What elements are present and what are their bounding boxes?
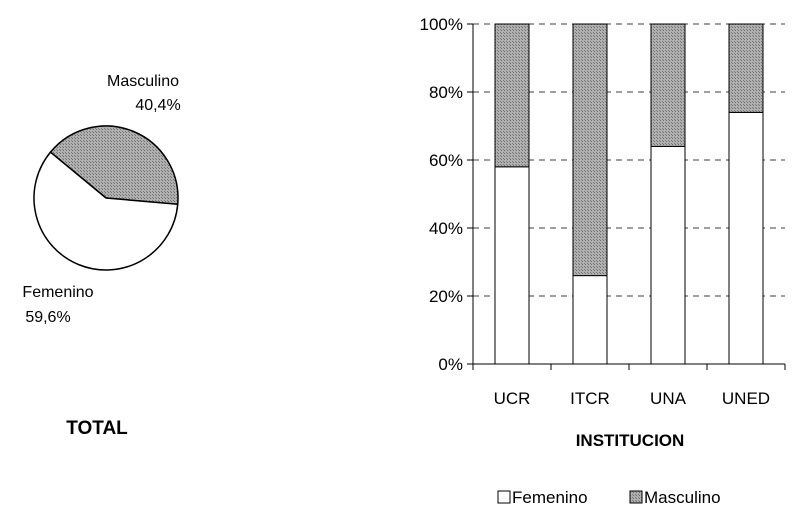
- bar-femenino-ucr: [494, 166, 530, 365]
- bar-masculino-uned: [728, 23, 764, 113]
- legend-swatch-masculino: [629, 490, 643, 504]
- y-tick-label: 80%: [429, 83, 463, 102]
- x-tick-label: UCR: [494, 389, 531, 408]
- pie-slice-femenino: [33, 151, 179, 271]
- y-tick-label: 40%: [429, 219, 463, 238]
- pie-label-masculino: Masculino: [107, 73, 179, 90]
- y-tick-label: 60%: [429, 151, 463, 170]
- pie-slice-masculino: [49, 125, 179, 206]
- x-tick-label: UNA: [650, 389, 687, 408]
- bar-masculino-itcr: [572, 23, 608, 277]
- bar-femenino-uned: [728, 111, 764, 365]
- y-tick-label: 0%: [438, 355, 463, 374]
- bar-femenino-una: [650, 145, 686, 365]
- y-tick-label: 100%: [420, 15, 463, 34]
- bar-masculino-una: [650, 23, 686, 147]
- pie-pct-femenino: 59,6%: [25, 309, 70, 326]
- pie-pct-masculino: 40,4%: [135, 97, 180, 114]
- x-axis-title: INSTITUCION: [576, 431, 685, 450]
- bar-masculino-ucr: [494, 23, 530, 168]
- legend: Femenino Masculino: [497, 488, 721, 507]
- pie-total-title: TOTAL: [66, 418, 128, 439]
- legend-swatch-femenino: [497, 490, 511, 504]
- stacked-bar-chart: 0% 20% 40% 60% 80% 100% UCR ITCR UNA UNED: [420, 15, 786, 408]
- y-tick-label: 20%: [429, 287, 463, 306]
- bar-femenino-itcr: [572, 275, 608, 365]
- pie-label-femenino: Femenino: [22, 284, 93, 301]
- legend-label-masculino: Masculino: [644, 488, 721, 507]
- legend-label-femenino: Femenino: [512, 488, 588, 507]
- x-tick-label: ITCR: [570, 389, 610, 408]
- pie-chart: Masculino 40,4% Femenino 59,6%: [22, 73, 180, 326]
- x-tick-label: UNED: [722, 389, 770, 408]
